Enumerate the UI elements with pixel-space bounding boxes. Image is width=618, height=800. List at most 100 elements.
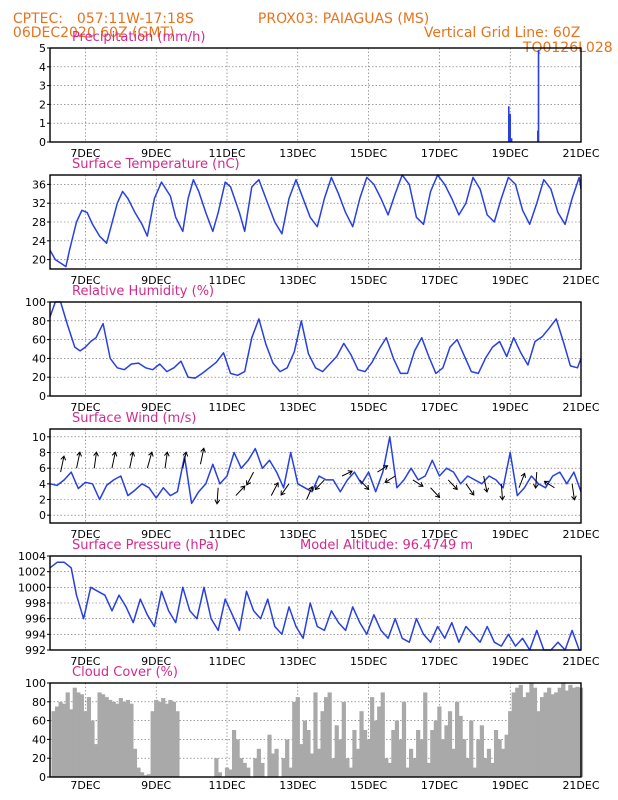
- wind-vector-head: [533, 483, 539, 490]
- cloud-bar: [231, 730, 237, 777]
- cloud-xtick-label: 17DEC: [421, 779, 458, 792]
- cloud-bar: [536, 711, 541, 777]
- cloud-bar: [285, 739, 290, 777]
- cloud-bar: [511, 692, 516, 777]
- pressure-ytick-label: 998: [25, 597, 46, 610]
- pressure-ytick-label: 992: [25, 644, 46, 657]
- cloud-bar: [380, 692, 385, 777]
- cloud-bar: [274, 748, 279, 777]
- cloud-bar: [299, 744, 304, 777]
- wind-vector-head: [483, 487, 490, 493]
- cloud-bar: [295, 697, 300, 777]
- cloud-bar: [458, 715, 463, 777]
- wind-vector: [280, 483, 290, 496]
- cloud-bar: [147, 774, 152, 777]
- wind-vector-head: [182, 451, 189, 457]
- humidity-ytick-label: 60: [32, 334, 46, 347]
- wind-vector: [377, 465, 388, 473]
- cloud-bar: [143, 775, 148, 777]
- cloud-bar: [302, 720, 307, 777]
- cloud-bar: [260, 762, 265, 777]
- cloud-bar: [129, 703, 134, 777]
- wind-vector-head: [452, 485, 458, 491]
- cloud-xtick-label: 13DEC: [279, 779, 316, 792]
- wind-xtick-label: 19DEC: [492, 528, 529, 541]
- cloud-bar: [384, 758, 389, 777]
- pressure-xtick-label: 17DEC: [421, 655, 458, 668]
- header-grid-line: Vertical Grid Line: 60Z: [423, 25, 581, 41]
- cloud-bar: [359, 711, 364, 777]
- precipitation-xtick-label: 13DEC: [279, 147, 316, 160]
- cloud-bar: [539, 697, 545, 777]
- cloud-bar: [554, 692, 559, 777]
- temperature-xtick-label: 21DEC: [562, 274, 599, 287]
- wind-line: [49, 436, 582, 505]
- pressure-title: Surface Pressure (hPa): [72, 538, 219, 553]
- wind-vector: [129, 452, 134, 469]
- cloud-bar: [543, 692, 548, 777]
- temperature-xtick-label: 19DEC: [492, 274, 529, 287]
- cloud-bar: [362, 730, 368, 777]
- wind-vector: [341, 470, 353, 477]
- wind-vector: [164, 452, 168, 469]
- cloud-bar: [522, 697, 527, 777]
- pressure-xtick-label: 15DEC: [350, 655, 387, 668]
- temperature-ytick-label: 20: [32, 254, 46, 267]
- wind-vector-head: [240, 485, 246, 491]
- header-date: 06DEC2020 60Z (GMT): [12, 25, 175, 41]
- cloud-ytick-label: 20: [32, 752, 46, 765]
- wind-vector-head: [308, 485, 314, 492]
- cloud-frame: [49, 682, 582, 778]
- cloud-bar: [355, 748, 361, 777]
- cloud-bar: [309, 753, 315, 777]
- header-station: PROX03: PAIAGUAS (MS): [257, 11, 430, 27]
- wind-vector: [500, 483, 503, 500]
- cloud-bar: [62, 703, 67, 777]
- cloud-bar: [508, 711, 513, 777]
- cloud-bar: [515, 687, 520, 777]
- cloud-bar: [550, 694, 555, 777]
- temperature-xtick-label: 7DEC: [70, 274, 100, 287]
- pressure-xtick-label: 11DEC: [208, 655, 245, 668]
- cloud-bar: [465, 758, 470, 777]
- pressure-ytick-label: 1004: [18, 550, 46, 563]
- cloud-bar: [79, 694, 84, 777]
- wind-vector: [199, 448, 205, 465]
- cloud-bar: [111, 701, 116, 777]
- cloud-bar: [479, 725, 484, 777]
- wind-ytick-label: 4: [39, 478, 46, 491]
- temperature-xtick-label: 13DEC: [279, 274, 316, 287]
- wind-vector: [544, 480, 555, 489]
- humidity-title: Relative Humidity (%): [72, 284, 214, 299]
- wind-vector: [93, 452, 97, 469]
- cloud-bar: [253, 758, 258, 777]
- wind-vector-head: [129, 451, 136, 457]
- cloud-bar: [256, 748, 261, 777]
- wind-ytick-label: 0: [39, 509, 46, 522]
- wind-vector-head: [543, 480, 549, 486]
- pressure-frame: [49, 555, 582, 651]
- pressure-xtick-label: 7DEC: [70, 655, 100, 668]
- precipitation-xtick-label: 17DEC: [421, 147, 458, 160]
- wind-xtick-label: 13DEC: [279, 528, 316, 541]
- precipitation-frame: [49, 47, 582, 143]
- cloud-bar: [320, 711, 325, 777]
- cloud-bar: [525, 692, 530, 777]
- cloud-bar: [101, 694, 106, 777]
- cloud-bar: [398, 739, 403, 777]
- cloud-bar: [564, 690, 569, 777]
- humidity-xtick-label: 7DEC: [70, 401, 100, 414]
- humidity-ytick-label: 0: [39, 390, 46, 403]
- wind-vector-head: [571, 495, 577, 501]
- cloud-bar: [391, 730, 396, 777]
- humidity-xtick-label: 9DEC: [141, 401, 171, 414]
- wind-xtick-label: 21DEC: [562, 528, 599, 541]
- cloud-bar: [532, 687, 538, 777]
- cloud-bar: [171, 701, 176, 777]
- humidity-xtick-label: 13DEC: [279, 401, 316, 414]
- cloud-xtick-label: 7DEC: [70, 779, 100, 792]
- cloud-bar: [348, 767, 353, 777]
- pressure-xtick-label: 21DEC: [562, 655, 599, 668]
- cloud-bar: [324, 697, 329, 777]
